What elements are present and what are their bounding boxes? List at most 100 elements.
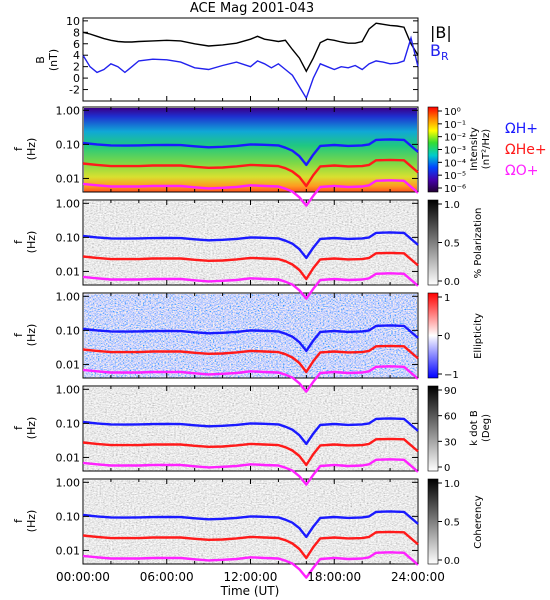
k-dot-b-colorbar-unit: (Deg) [481, 414, 492, 442]
f-y-tick-label: 0.10 [56, 324, 81, 337]
colorbar-tick-label: 10⁰ [444, 107, 461, 118]
panel-4-marks: 1.00 0.10 0.01 f (Hz) 90 60 30 0 [12, 383, 457, 486]
f-y-tick-label: 0.01 [56, 451, 81, 464]
colorbar-tick-label: 0.0 [444, 556, 460, 567]
f-y-tick-label: 0.01 [56, 544, 81, 557]
f-y-tick-label: 1.00 [56, 197, 81, 210]
colorbar-tick-label: 10⁻² [444, 133, 466, 144]
k-dot-b-colorbar [427, 385, 439, 472]
gyrofrequency-line-o [82, 179, 419, 207]
colorbar-tick-label: 0.5 [444, 239, 460, 250]
b-y-tick-label: -2 [69, 84, 80, 97]
polarization-colorbar [427, 199, 439, 286]
chart-title: ACE Mag 2001-043 [190, 1, 314, 16]
colorbar-tick-label: 10⁻⁵ [444, 171, 466, 182]
f-y-label: f [12, 146, 25, 151]
gyrofrequency-line-h [82, 417, 419, 446]
magnetic-field-y-label: B [34, 56, 47, 64]
gyrofrequency-line-h [82, 324, 419, 353]
x-tick-label: 00:00:00 [56, 570, 110, 584]
x-tick-label: 12:00:00 [224, 570, 278, 584]
legend-h-gyrofrequency: ΩH+ [505, 121, 538, 137]
spectrogram-panels: Intensity (nT²/Hz) ΩH+ ΩHe+ ΩO+ % Polari… [82, 106, 547, 565]
colorbar-tick-label: 10⁻⁴ [444, 158, 466, 169]
x-tick-label: 24:00:00 [391, 570, 445, 584]
gyrofrequency-line-o [82, 458, 419, 486]
x-tick-label: 06:00:00 [140, 570, 194, 584]
f-y-tick-label: 0.01 [56, 172, 81, 185]
ellipticity-colorbar [427, 292, 439, 379]
panel-5-marks: 1.00 0.10 0.01 f (Hz) 1.0 0.5 0.0 [12, 476, 460, 579]
ellipticity-spectrogram [84, 294, 417, 378]
legend-he-gyrofrequency: ΩHe+ [505, 142, 547, 158]
ellipticity-panel: Ellipticity [82, 292, 484, 379]
f-y-tick-label: 1.00 [56, 290, 81, 303]
f-y-label: f [12, 332, 25, 337]
coherency-spectrogram [84, 480, 417, 564]
f-y-tick-label: 0.10 [56, 138, 81, 151]
gyrofrequency-line-he [82, 437, 419, 467]
colorbar-tick-label: 0 [444, 463, 450, 474]
b-y-tick-label: 6 [73, 38, 80, 51]
polarization-colorbar-label: % Polarization [473, 208, 484, 279]
f-y-unit: (Hz) [25, 324, 38, 347]
f-y-label: f [12, 425, 25, 430]
gyrofrequency-line-h [82, 231, 419, 260]
polarization-panel: % Polarization [82, 199, 484, 286]
ellipticity-colorbar-label: Ellipticity [473, 313, 484, 359]
intensity-panel: Intensity (nT²/Hz) ΩH+ ΩHe+ ΩO+ [82, 106, 547, 193]
gyrofrequency-line-o [82, 551, 419, 579]
legend-b-magnitude: |B| [430, 23, 452, 42]
panel-1-marks: 1.00 0.10 0.01 f (Hz) 10⁰ 10⁻¹ 10⁻² 10⁻³10⁻⁴ 10⁻⁵… [12, 104, 466, 207]
gyrofrequency-line-he [82, 344, 419, 374]
f-y-label: f [12, 239, 25, 244]
colorbar-tick-label: 1.0 [444, 200, 460, 211]
f-y-label: f [12, 518, 25, 523]
k-dot-b-spectrogram [84, 387, 417, 471]
colorbar-tick-label: 10⁻¹ [444, 120, 466, 131]
colorbar-tick-label: 10⁻⁶ [444, 184, 466, 195]
magnetic-field-lines [82, 22, 419, 100]
colorbar-tick-label: 1 [444, 293, 450, 304]
x-axis-label: Time (UT) [220, 584, 280, 598]
intensity-colorbar [427, 106, 439, 193]
f-y-tick-label: 1.00 [56, 383, 81, 396]
b-y-tick-label: 0 [73, 72, 80, 85]
f-y-tick-label: 0.01 [56, 265, 81, 278]
f-y-tick-label: 0.10 [56, 231, 81, 244]
b-y-tick-label: 2 [73, 61, 80, 74]
intensity-spectrogram [84, 108, 417, 192]
f-y-unit: (Hz) [25, 417, 38, 440]
panel-3-marks: 1.00 0.10 0.01 f (Hz) 1 0 −1 [12, 290, 459, 393]
panel-2-marks: 1.00 0.10 0.01 f (Hz) 1.0 0.5 0.0 [12, 197, 460, 300]
series-line-b-radial [82, 35, 419, 100]
gyrofrequency-line-he [82, 158, 419, 188]
gyrofrequency-line-h [82, 510, 419, 539]
k-dot-b-colorbar-label: k dot B [469, 410, 480, 446]
colorbar-tick-label: 0.0 [444, 277, 460, 288]
k-dot-b-panel: k dot B (Deg) [82, 385, 492, 472]
gyrofrequency-line-he [82, 251, 419, 281]
colorbar-tick-label: 90 [444, 386, 457, 397]
colorbar-tick-label: 30 [444, 437, 457, 448]
f-y-unit: (Hz) [25, 510, 38, 533]
b-y-tick-label: 8 [73, 26, 80, 39]
b-y-tick-label: 10 [66, 15, 80, 28]
f-y-tick-label: 0.10 [56, 417, 81, 430]
gyrofrequency-line-o [82, 365, 419, 393]
x-tick-label: 18:00:00 [307, 570, 361, 584]
f-y-tick-label: 1.00 [56, 104, 81, 117]
f-y-unit: (Hz) [25, 231, 38, 254]
intensity-colorbar-unit: (nT²/Hz) [481, 129, 492, 169]
coherency-colorbar-label: Coherency [473, 495, 484, 548]
legend-o-gyrofrequency: ΩO+ [505, 163, 538, 179]
coherency-panel: Coherency [82, 478, 484, 565]
colorbar-tick-label: −1 [444, 370, 459, 381]
generated-marks: 1.000.100.01f (Hz)10⁰10⁻¹10⁻²10⁻³10⁻⁴10⁻⁵… [12, 104, 466, 584]
colorbar-tick-label: 0.5 [444, 518, 460, 529]
magnetic-field-y-unit: (nT) [47, 49, 60, 71]
polarization-spectrogram [84, 201, 417, 285]
